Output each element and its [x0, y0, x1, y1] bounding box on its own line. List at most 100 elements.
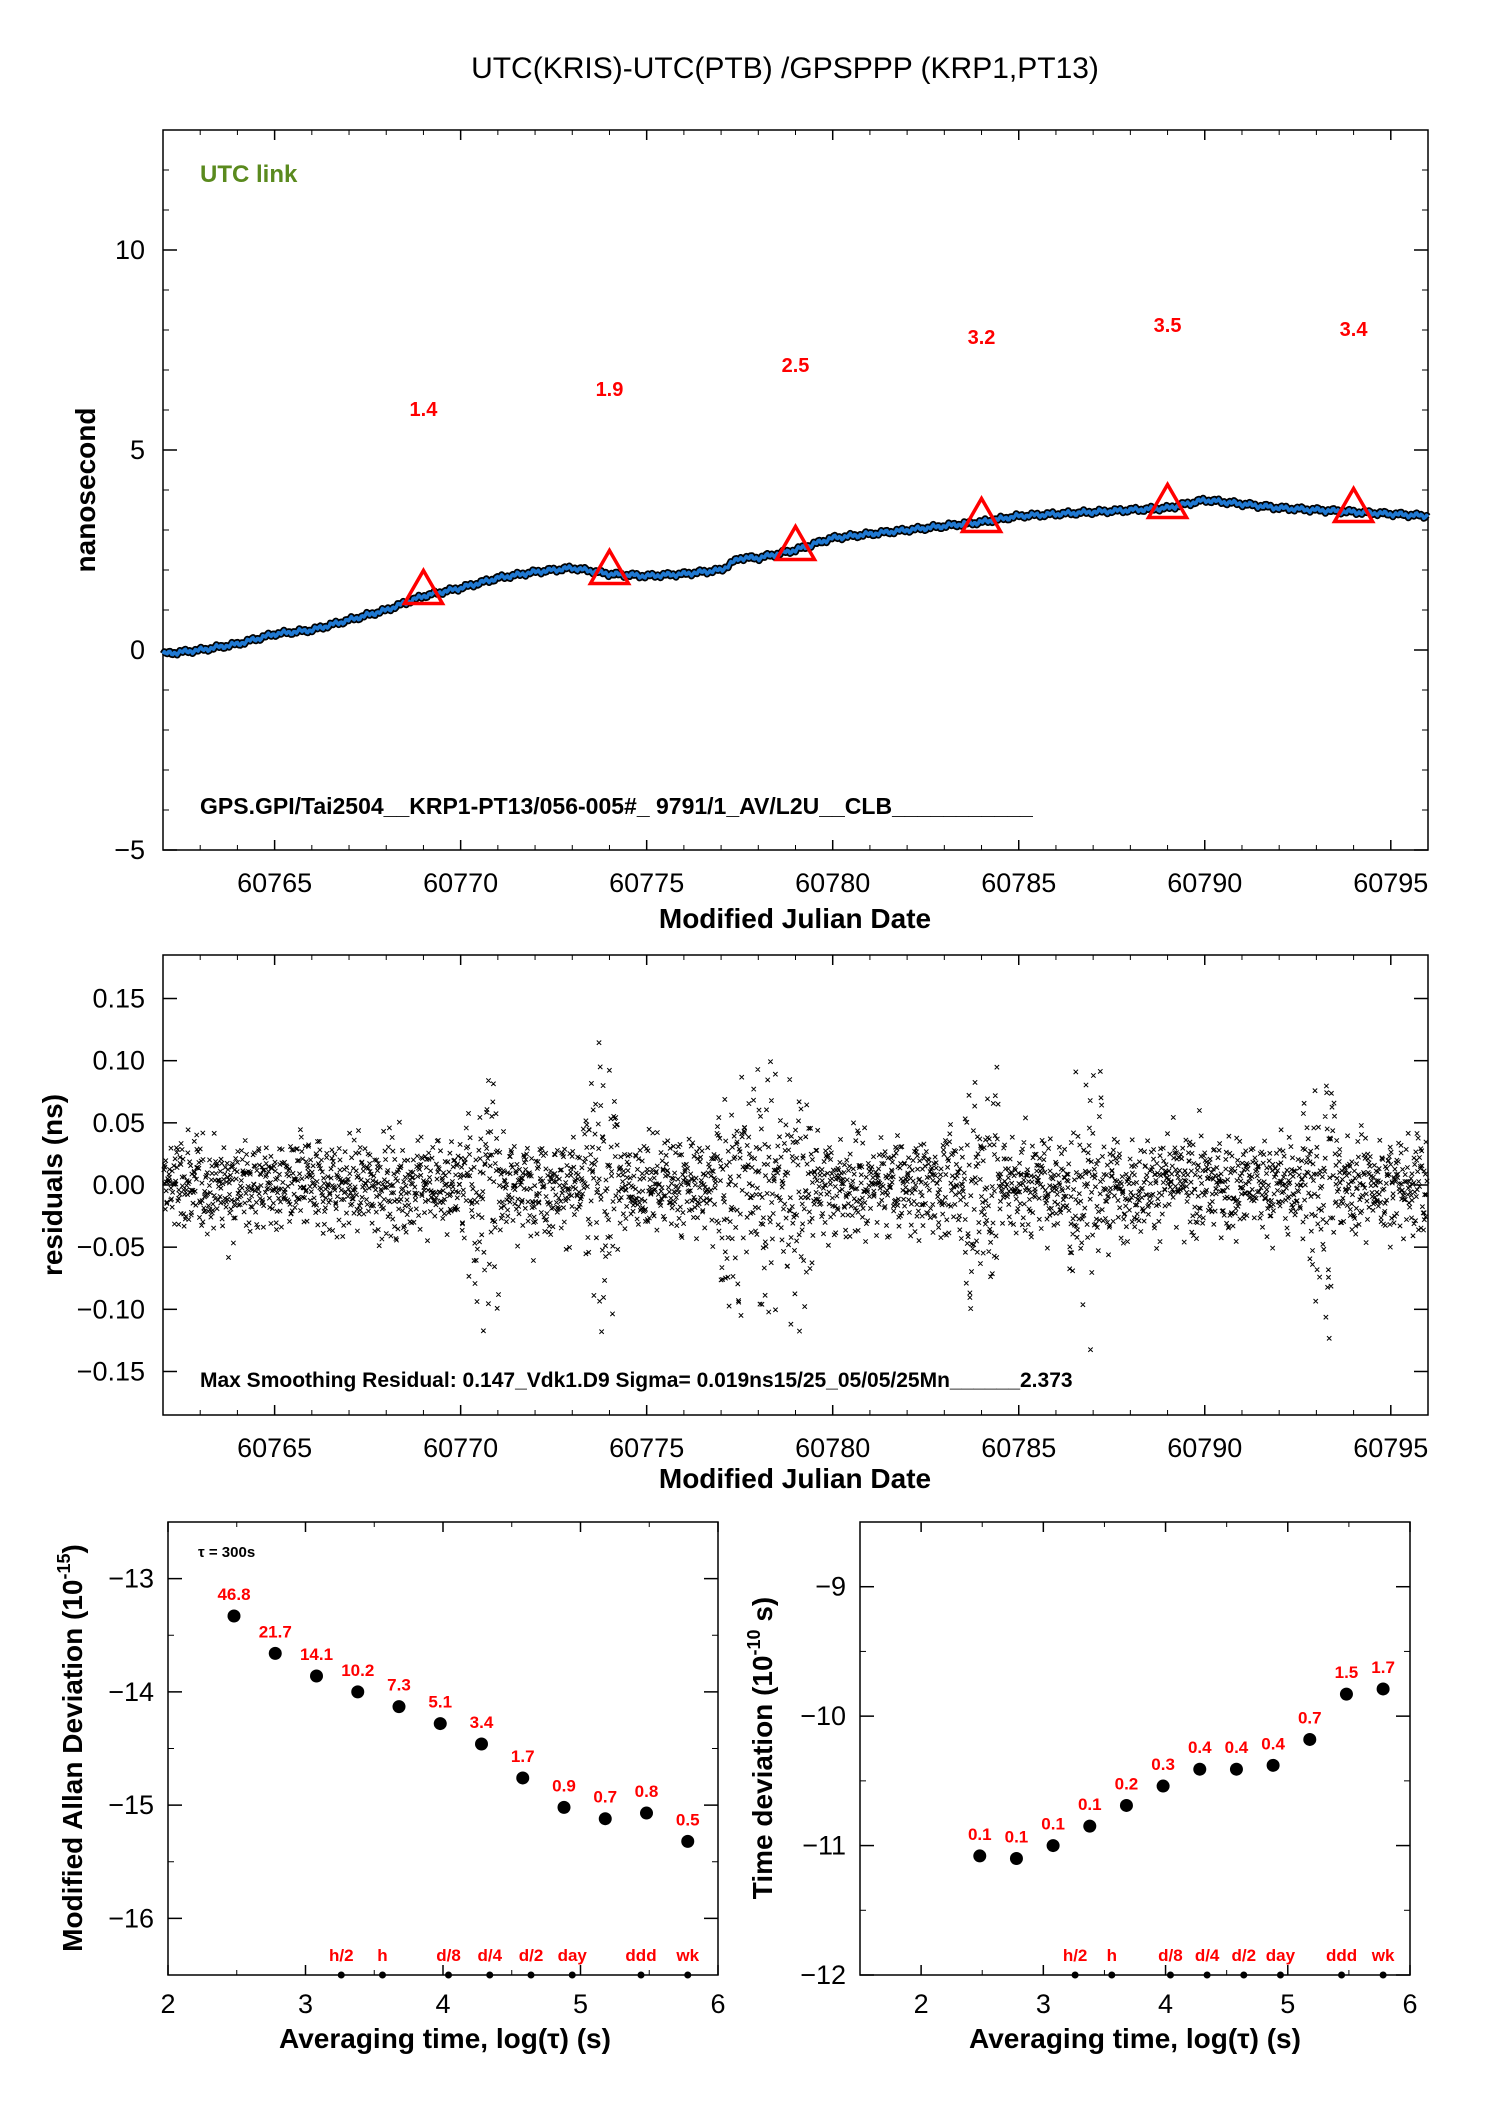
tdev-point: [1083, 1819, 1097, 1833]
tdev-point-label: 0.4: [1261, 1734, 1285, 1753]
top-panel: 60765 60770 60775 60780 60785 60790 60795 −5 0 5 1…: [70, 129, 1431, 934]
mdev-time-mark: [637, 1971, 645, 1979]
tdev-x-tick-label: 3: [1036, 1989, 1051, 2019]
mdev-point-label: 0.5: [676, 1810, 700, 1829]
tdev-time-mark: [1276, 1971, 1284, 1979]
mdev-xlabel: Averaging time, log(τ) (s): [279, 2023, 611, 2054]
tdev-point-label: 0.3: [1151, 1755, 1175, 1774]
tdev-plot-frame: [859, 1521, 1411, 1976]
top-markers: 1.4 1.9 2.5 3.2 3.5 3.4: [401, 315, 1376, 606]
mdev-point-label: 0.7: [593, 1788, 617, 1807]
main-title: UTC(KRIS)-UTC(PTB) /GPSPPP (KRP1,PT13): [471, 52, 1099, 85]
tdev-point-label: 0.7: [1298, 1708, 1322, 1727]
mdev-point: [433, 1717, 447, 1731]
tdev-point: [1193, 1762, 1207, 1776]
tdev-point: [1266, 1758, 1280, 1772]
mdev-ylabel: Modified Allan Deviation (10-15): [54, 1544, 88, 1952]
tdev-point: [1009, 1852, 1023, 1866]
tdev-point: [1229, 1762, 1243, 1776]
mdev-time-mark: [568, 1971, 576, 1979]
mdev-point-label: 10.2: [341, 1661, 374, 1680]
top-y-tick-label: 5: [130, 435, 145, 465]
marker-triangle: [401, 566, 446, 606]
tdev-ylabel-exp: -10: [744, 1629, 764, 1655]
mdev-point: [598, 1812, 612, 1826]
mdev-point: [557, 1800, 571, 1814]
top-ylabel: nanosecond: [70, 408, 101, 573]
marker-triangle: [773, 522, 818, 562]
tdev-y-tick-label: −10: [800, 1701, 846, 1731]
tdev-time-mark: [1379, 1971, 1387, 1979]
mdev-point: [268, 1646, 282, 1660]
mdev-x-tick-label: 6: [710, 1989, 725, 2019]
mdev-point-label: 0.9: [552, 1776, 576, 1795]
tdev-y-tick-label: −11: [802, 1831, 846, 1861]
tdev-time-mark-label: wk: [1371, 1946, 1395, 1965]
utc-link-label: UTC link: [200, 161, 298, 188]
mid-x-tick-label: 60785: [981, 1433, 1056, 1463]
mdev-point: [310, 1669, 323, 1683]
tdev-time-mark-label: ddd: [1326, 1946, 1357, 1965]
tdev-ylabel-end: s): [747, 1597, 778, 1630]
marker-triangle: [1331, 484, 1376, 524]
middle-residual-points: [161, 1040, 1430, 1353]
tdev-x-tick-label: 6: [1402, 1989, 1417, 2019]
tdev-point-label: 0.2: [1115, 1774, 1139, 1793]
mdev-x-tick-label: 3: [298, 1989, 313, 2019]
mid-x-tick-label: 60780: [795, 1433, 870, 1463]
tdev-point-label: 0.1: [1041, 1815, 1065, 1834]
mdev-time-mark: [684, 1971, 692, 1979]
top-x-tick-label: 60780: [795, 868, 870, 898]
mdev-point: [516, 1771, 530, 1785]
tdev-point: [973, 1849, 987, 1863]
mdev-ylabel-exp: -15: [54, 1553, 74, 1579]
marker-label: 1.9: [596, 379, 624, 401]
top-xlabel: Modified Julian Date: [659, 903, 931, 934]
top-x-tick-label: 60770: [423, 868, 498, 898]
mdev-point: [681, 1834, 695, 1848]
mid-y-tick-label: −0.15: [77, 1356, 145, 1386]
tdev-time-mark: [1240, 1971, 1248, 1979]
marker-label: 3.4: [1340, 319, 1369, 341]
mdev-x-tick-label: 5: [573, 1989, 588, 2019]
tdev-y-tick-label: −9: [815, 1572, 846, 1602]
top-plot-frame: [162, 129, 1429, 851]
top-axis-ticks: 60765 60770 60775 60780 60785 60790 60795 −5 0 5 1…: [114, 129, 1429, 898]
top-x-tick-label: 60785: [981, 868, 1056, 898]
series-outline: [160, 494, 1431, 659]
mdev-point-label: 7.3: [387, 1676, 411, 1695]
tdev-time-mark-label: d/4: [1195, 1946, 1220, 1965]
mdev-point-label: 3.4: [470, 1713, 494, 1732]
mdev-time-mark: [527, 1971, 535, 1979]
tdev-point: [1119, 1798, 1133, 1812]
tdev-time-mark: [1166, 1971, 1174, 1979]
mdev-x-tick-label: 4: [435, 1989, 450, 2019]
top-x-tick-label: 60795: [1353, 868, 1428, 898]
tdev-xlabel: Averaging time, log(τ) (s): [969, 2023, 1301, 2054]
tdev-point: [1156, 1779, 1170, 1793]
tdev-ylabel-main: Time deviation (10: [747, 1655, 778, 1899]
mdev-time-mark-label: h/2: [329, 1946, 354, 1965]
mdev-y-tick-label: −16: [108, 1903, 154, 1933]
mdev-y-tick-label: −14: [108, 1677, 154, 1707]
tdev-points: 0.1 0.1 0.1 0.1 0.2 0.3 0.4 0.4 0.4 0.7 1.5 1.7 h/2 h…: [968, 1658, 1395, 1979]
mdev-point-label: 14.1: [300, 1645, 333, 1664]
tdev-point-label: 0.1: [1005, 1828, 1029, 1847]
marker-label: 3.5: [1154, 315, 1182, 337]
mdev-point: [392, 1700, 406, 1714]
mdev-time-mark-label: h: [377, 1946, 387, 1965]
mdev-time-mark-label: ddd: [625, 1946, 656, 1965]
marker-label: 2.5: [782, 355, 810, 377]
tdev-time-mark: [1203, 1971, 1211, 1979]
mdev-points: 46.8 21.7 14.1 10.2 7.3 5.1 3.4 1.7 0.9 0.7 0.8 0.5…: [217, 1585, 700, 1979]
marker-label: 1.4: [410, 399, 439, 421]
mdev-point-label: 21.7: [259, 1622, 292, 1641]
middle-ylabel: residuals (ns): [37, 1094, 68, 1276]
tdev-point-label: 0.4: [1225, 1738, 1249, 1757]
mdev-time-mark-label: d/4: [477, 1946, 502, 1965]
mdev-time-mark-label: day: [558, 1946, 588, 1965]
mdev-x-tick-label: 2: [160, 1989, 175, 2019]
mid-y-tick-label: 0.05: [92, 1108, 145, 1138]
mdev-time-mark-label: d/2: [519, 1946, 544, 1965]
